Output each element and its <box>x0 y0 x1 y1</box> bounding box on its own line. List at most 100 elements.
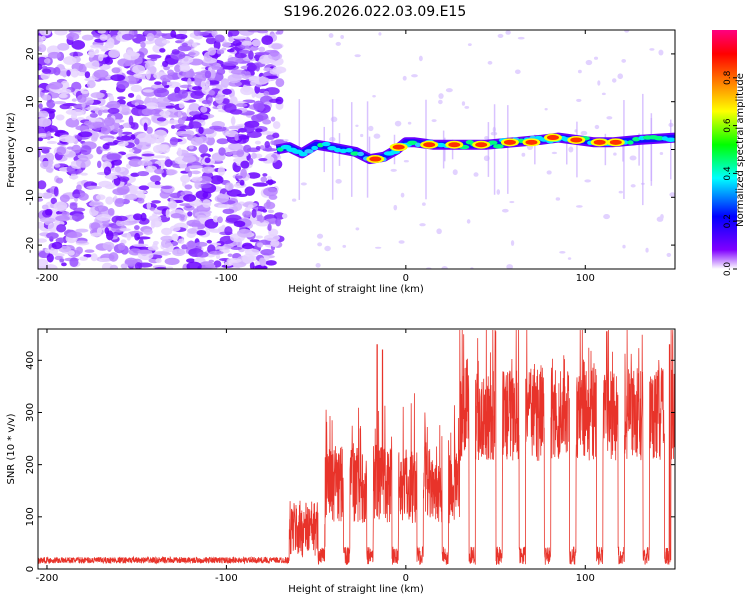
spectrogram-noise-blob <box>195 190 209 200</box>
spectrogram-noise-blob <box>272 66 287 74</box>
spectrogram-noise-blob <box>234 175 243 179</box>
spectrogram-noise-blob <box>38 221 45 229</box>
spectrogram-noise-blob <box>42 68 52 74</box>
spectrogram-noise-blob <box>78 63 87 74</box>
spectrogram-noise-blob <box>181 244 188 250</box>
snr-marks <box>38 329 675 565</box>
spectrogram-peak <box>475 142 488 148</box>
spectrogram-noise-blob <box>214 194 230 203</box>
spectrogram-noise-blob <box>236 193 248 197</box>
spectrogram-noise-blob <box>205 79 211 87</box>
spectrogram-ridge-cell <box>327 145 337 151</box>
spectrogram-noise-blob <box>178 238 185 244</box>
spectrogram-noise-blob <box>106 100 121 110</box>
spectrogram-noise-blob <box>38 238 47 243</box>
spectrogram-noise-blob <box>213 40 221 51</box>
spectrogram-noise-blob <box>53 201 68 211</box>
spectrogram-faint-blob <box>666 252 672 257</box>
spectrogram-noise-blob <box>137 160 153 166</box>
spectrogram-faint-blob <box>597 80 601 86</box>
spectrogram-faint-blob <box>324 245 331 252</box>
spectrogram-noise-blob <box>239 179 245 186</box>
spectrogram-noise-blob <box>46 253 54 263</box>
spectrogram-noise-blob <box>55 237 65 244</box>
spectrogram-noise-blob <box>177 117 185 125</box>
spectrogram-noise-blob <box>51 241 63 250</box>
spectrogram-ridge-cell <box>414 142 422 148</box>
colorbar-ticks: 0.0 0.2 0.4 0.6 0.8 <box>723 70 737 276</box>
spectrogram-noise-blob <box>60 80 70 91</box>
spectrogram-noise-blob <box>94 49 100 54</box>
spectrogram-noise-blob <box>160 239 172 249</box>
spectrogram-noise-blob <box>257 215 265 223</box>
spectrogram-noise-blob <box>57 42 70 51</box>
spectrogram-noise-blob <box>164 257 180 266</box>
spectrogram-noise-blob <box>220 78 230 88</box>
spectrogram-noise-blob <box>54 163 61 168</box>
spectrogram-noise-blob <box>151 218 163 228</box>
spectrogram-noise-blob <box>43 58 51 64</box>
spectrogram-faint-blob <box>612 78 617 83</box>
spectrogram-faint-blob <box>576 98 582 102</box>
spectrogram-noise-blob <box>99 34 108 41</box>
spectrogram-noise-blob <box>98 257 113 262</box>
spectrogram-noise-blob <box>48 81 63 90</box>
spectrogram-noise-blob <box>103 166 112 176</box>
spectrogram-noise-blob <box>119 228 131 232</box>
spectrogram-noise-blob <box>184 166 190 173</box>
spectrogram-noise-blob <box>262 148 278 152</box>
spectrogram-ridge-cell <box>321 141 331 147</box>
spectrogram-noise-blob <box>41 94 52 101</box>
spectrogram-noise-blob <box>236 228 253 238</box>
snr-panel: -200 -100 0 100 0 100 200 300 400 Height of stra… <box>6 328 676 595</box>
spectrogram-ridge-cell <box>632 136 641 142</box>
spectrogram-noise-blob <box>267 223 272 232</box>
spectrogram-faint-blob <box>521 152 526 157</box>
spectrogram-noise-blob <box>270 140 275 146</box>
colorbar-tick-label: 0.2 <box>723 214 733 228</box>
spectrogram-noise-blob <box>262 208 268 213</box>
spectrogram-noise-blob <box>207 47 217 56</box>
colorbar-label: Normalized spectral amplitude <box>735 73 746 227</box>
spectrogram-noise-blob <box>71 98 77 102</box>
spectrogram-faint-blob <box>618 190 623 194</box>
spectrogram-noise-blob <box>90 60 100 70</box>
spectrogram-faint-blob <box>360 133 364 138</box>
spectrogram-faint-blob <box>617 73 624 80</box>
spectrogram-noise-blob <box>112 128 123 133</box>
spectrogram-faint-blob <box>658 49 664 56</box>
spectrogram-noise-blob <box>169 225 181 232</box>
spectrogram-noise-blob <box>132 243 149 247</box>
spectrogram-noise-blob <box>79 256 88 261</box>
spectrogram-noise-blob <box>54 30 68 36</box>
spectrogram-noise-blob <box>233 220 246 228</box>
spectrogram-noise-blob <box>248 50 254 60</box>
spectrogram-noise-blob <box>58 93 68 99</box>
spectrogram-noise-blob <box>61 262 67 267</box>
spectrogram-noise-blob <box>247 63 257 72</box>
spectrogram-peak <box>448 142 461 148</box>
spectrogram-noise-blob <box>134 138 140 145</box>
spectrogram-noise-blob <box>46 232 59 239</box>
spectrogram-noise-blob <box>258 76 270 83</box>
spectrogram-faint-blob <box>431 119 437 123</box>
spectrogram-noise-blob <box>208 228 224 233</box>
spectrogram-noise-blob <box>41 204 49 210</box>
spectrogram-noise-blob <box>169 136 179 146</box>
spectrogram-noise-blob <box>63 150 76 159</box>
spectrogram-faint-blob <box>400 192 405 198</box>
spectrogram-noise-blob <box>133 225 140 230</box>
colorbar-tick-label: 0.0 <box>723 262 733 277</box>
spectrogram-noise-blob <box>116 80 130 89</box>
spectrogram-noise-blob <box>81 34 94 41</box>
spectrogram-faint-blob <box>649 48 655 51</box>
spectrogram-noise-blob <box>234 133 239 142</box>
spectrogram-noise-blob <box>214 94 224 104</box>
spectrogram-noise-blob <box>135 104 147 110</box>
spectrogram-noise-blob <box>55 177 64 184</box>
spectrogram-noise-blob <box>233 36 248 40</box>
spectrogram-faint-blob <box>606 116 613 120</box>
spectrogram-noise-blob <box>172 248 186 257</box>
